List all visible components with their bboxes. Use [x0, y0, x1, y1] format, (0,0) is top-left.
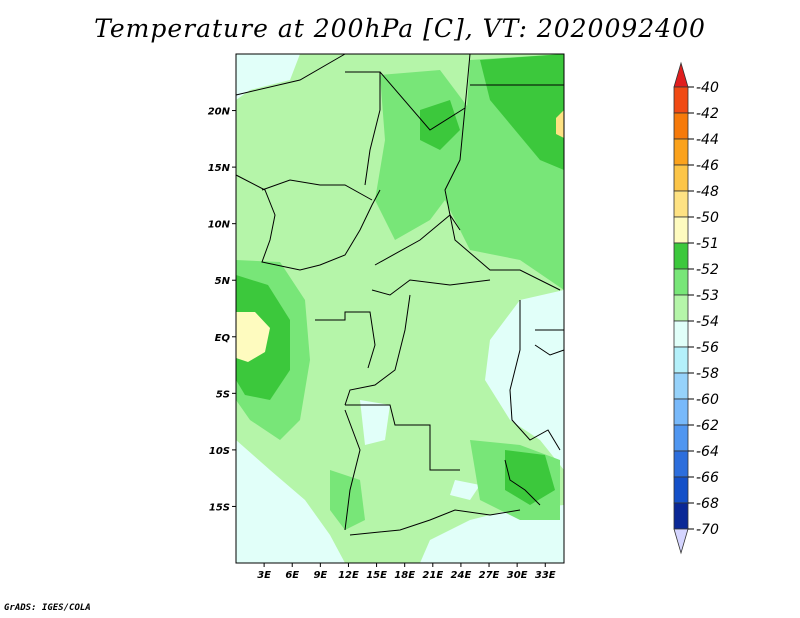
colorbar-segment — [673, 190, 689, 218]
colorbar-label: -62 — [696, 418, 719, 434]
colorbar-segment — [673, 164, 689, 192]
colorbar-segment — [673, 138, 689, 166]
lat-tick-label: EQ — [215, 333, 231, 344]
latitude-axis: 20N 15N 10N 5N EQ 5S 10S 15S — [208, 107, 236, 513]
colorbar-label: -70 — [696, 522, 719, 538]
colorbar-label: -53 — [696, 288, 719, 304]
lat-tick-label: 5N — [215, 276, 231, 287]
colorbar-segment — [673, 112, 689, 140]
lon-tick-label: 3E — [257, 570, 271, 581]
colorbar-segment — [673, 346, 689, 374]
colorbar-segment — [673, 242, 689, 270]
colorbar-label: -44 — [696, 132, 719, 148]
lon-tick-label: 9E — [313, 570, 327, 581]
colorbar-segment — [673, 372, 689, 400]
colorbar-segment — [673, 502, 689, 530]
lon-tick-label: 30E — [507, 570, 528, 581]
colorbar-segment — [673, 294, 689, 322]
lon-tick-label: 15E — [366, 570, 387, 581]
chart-title: Temperature at 200hPa [C], VT: 202009240… — [94, 14, 706, 43]
colorbar-label: -52 — [696, 262, 719, 278]
lat-tick-label: 5S — [216, 389, 230, 400]
colorbar-label: -46 — [696, 158, 719, 174]
warmest-core-east — [556, 110, 564, 138]
warm-band-south — [330, 470, 365, 530]
cold-region-northwest — [236, 54, 300, 100]
colorbar-segment — [673, 216, 689, 244]
cold-patch-1 — [360, 400, 390, 445]
lon-tick-label: 27E — [479, 570, 500, 581]
colorbar: -40 -42 -44 -46 -48 -50 -51 -52 -53 -54 -56 -58 -60 -… — [673, 61, 719, 555]
colorbar-segment — [673, 476, 689, 504]
colorbar-label: -56 — [696, 340, 719, 356]
colorbar-label: -60 — [696, 392, 719, 408]
cold-region-southwest — [236, 440, 345, 563]
lon-tick-label: 12E — [338, 570, 359, 581]
map-panel: 20N 15N 10N 5N EQ 5S 10S 15S 3E 6E 9E 12E 15E 18E 21E… — [208, 53, 565, 581]
colorbar-label: -64 — [696, 444, 719, 460]
colorbar-label: -58 — [696, 366, 719, 382]
longitude-axis: 3E 6E 9E 12E 15E 18E 21E 24E 27E 30E 33E — [257, 563, 556, 581]
warmest-core-west — [236, 312, 270, 362]
colorbar-segment — [673, 450, 689, 478]
colorbar-label: -42 — [696, 106, 719, 122]
colorbar-under-triangle — [673, 528, 689, 555]
hot-core-northeast — [480, 54, 564, 170]
footer-credit: GrADS: IGES/COLA — [4, 603, 91, 613]
lon-tick-label: 6E — [285, 570, 299, 581]
cold-region-east — [485, 290, 564, 470]
lat-tick-label: 10N — [208, 220, 231, 231]
colorbar-label: -40 — [696, 80, 719, 96]
lat-tick-label: 15N — [208, 163, 231, 174]
temperature-field — [236, 54, 564, 563]
hot-core-north — [420, 100, 460, 150]
lon-tick-label: 33E — [535, 570, 556, 581]
lat-tick-label: 15S — [209, 502, 230, 513]
colorbar-label: -54 — [696, 314, 719, 330]
lat-tick-label: 20N — [208, 107, 231, 118]
lat-tick-label: 10S — [209, 446, 230, 457]
colorbar-segment — [673, 268, 689, 296]
hot-core-southeast — [505, 450, 555, 505]
colorbar-label: -48 — [696, 184, 719, 200]
cold-patch-2 — [450, 480, 480, 500]
colorbar-segment — [673, 424, 689, 452]
country-borders — [235, 53, 565, 536]
lon-tick-label: 18E — [394, 570, 415, 581]
colorbar-segment — [673, 86, 689, 114]
colorbar-label: -68 — [696, 496, 719, 512]
colorbar-segment — [673, 320, 689, 348]
lon-tick-label: 24E — [451, 570, 472, 581]
colorbar-segment — [673, 398, 689, 426]
lon-tick-label: 21E — [422, 570, 443, 581]
colorbar-label: -66 — [696, 470, 719, 486]
colorbar-over-triangle — [673, 61, 689, 88]
map-frame — [235, 53, 565, 564]
colorbar-label: -50 — [696, 210, 719, 226]
colorbar-label: -51 — [696, 236, 719, 252]
